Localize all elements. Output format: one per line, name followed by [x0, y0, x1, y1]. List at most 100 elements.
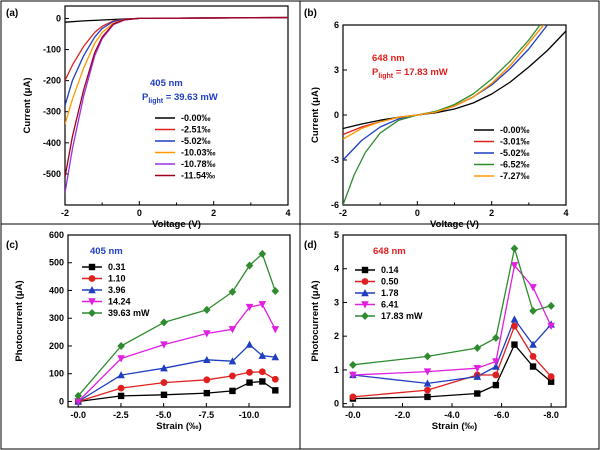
data-point — [529, 340, 537, 348]
x-tick-label: 2 — [211, 208, 216, 218]
data-point — [529, 284, 537, 292]
x-tick-label: -4.0 — [444, 410, 460, 420]
x-axis-title: Strain (‰) — [432, 421, 477, 432]
panel-label: (b) — [304, 8, 317, 19]
legend-label: 14.24 — [108, 297, 131, 307]
data-point — [529, 306, 537, 315]
data-point — [160, 318, 168, 327]
y-tick-label: -200 — [43, 76, 61, 86]
plot-frame — [342, 234, 567, 408]
x-tick-label: 4 — [563, 208, 568, 218]
data-point — [473, 372, 482, 380]
data-point — [492, 362, 500, 370]
legend: -0.00‰ -3.01‰-5.02‰ -6.52‰-7.27‰ — [474, 125, 530, 181]
data-point — [160, 341, 168, 349]
legend-marker — [361, 278, 369, 285]
data-point — [492, 358, 500, 366]
data-point — [245, 303, 254, 312]
data-point — [228, 357, 237, 365]
legend-label: -2.51‰ — [181, 125, 211, 135]
data-point — [258, 351, 267, 359]
y-tick-label: -6 — [331, 200, 339, 210]
x-tick-label: -8.0 — [543, 410, 559, 420]
data-point — [117, 355, 125, 363]
data-point — [203, 355, 211, 364]
y-tick-label: 200 — [49, 341, 64, 351]
series-group — [343, 25, 566, 205]
data-point — [228, 287, 237, 296]
legend-marker — [88, 263, 96, 271]
annotation-wavelength: 405 nm — [90, 246, 123, 257]
annotation-wavelength: 405 nm — [150, 78, 183, 89]
y-tick-label: -400 — [43, 138, 61, 148]
legend: -0.00‰ -2.51‰-5.02‰ -10.03‰-10.78‰ -11.54‰ — [155, 113, 216, 181]
x-tick-label: -2.5 — [113, 410, 129, 420]
data-point — [229, 387, 236, 395]
data-point — [245, 340, 254, 348]
x-tick-label: 0 — [415, 208, 420, 218]
legend-marker — [361, 266, 369, 274]
series-line — [77, 343, 276, 403]
data-point — [117, 384, 125, 392]
data-point — [271, 353, 280, 361]
data-point — [511, 322, 518, 330]
data-point — [547, 378, 555, 385]
legend-label: 39.63 mW — [108, 308, 150, 318]
series-line — [65, 16, 288, 178]
legend-label: -5.02‰ — [500, 148, 530, 158]
y-tick-label: 0 — [334, 399, 339, 409]
series-group — [65, 16, 288, 193]
panel-label: (d) — [304, 240, 317, 251]
annotation-power-value: = 39.63 mW — [163, 92, 218, 103]
data-point — [473, 343, 482, 352]
y-axis-title: Photocurrent (μA) — [14, 280, 25, 361]
data-point — [492, 333, 500, 342]
data-point — [529, 353, 537, 360]
data-point — [547, 301, 555, 310]
y-tick-label: -300 — [43, 107, 61, 117]
legend-label: 17.83 mW — [381, 311, 423, 321]
legend-marker — [88, 275, 96, 282]
data-point — [529, 363, 537, 370]
y-tick-label: 300 — [49, 313, 64, 323]
x-tick-label: -5.0 — [156, 410, 172, 420]
legend-marker — [361, 301, 369, 309]
data-point — [203, 330, 211, 338]
x-tick-label: -0.0 — [345, 410, 361, 420]
y-tick-label: 400 — [49, 285, 64, 295]
y-tick-label: 0 — [56, 13, 61, 23]
plot-frame — [67, 234, 291, 408]
data-point — [160, 391, 168, 398]
series-line — [343, 30, 566, 130]
y-tick-label: -3 — [331, 155, 339, 165]
y-tick-label: 100 — [49, 369, 64, 379]
legend-label: 0.31 — [108, 262, 126, 272]
annotation-power-value: = 17.83 mW — [393, 67, 448, 78]
y-tick-label: 3 — [334, 65, 339, 75]
y-tick-label: 4 — [334, 264, 339, 274]
data-point — [259, 378, 266, 385]
series-line — [77, 303, 276, 402]
x-tick-label: -2 — [339, 208, 347, 218]
y-tick-label: 1 — [334, 365, 339, 375]
x-tick-label: 4 — [285, 208, 290, 218]
data-point — [492, 371, 500, 379]
data-point — [258, 249, 267, 258]
legend-label: 0.50 — [381, 277, 399, 287]
data-point — [424, 393, 431, 401]
panel-label: (c) — [6, 240, 18, 251]
y-tick-label: 2 — [334, 331, 339, 341]
x-axis-title: Voltage (V) — [152, 219, 201, 230]
legend-label: -3.01‰ — [500, 137, 530, 147]
data-point — [547, 322, 555, 331]
annotation-power-subscript: light — [148, 98, 163, 105]
y-tick-label: 6 — [334, 20, 339, 30]
data-point — [423, 352, 432, 361]
y-tick-label: 0 — [334, 110, 339, 120]
y-tick-label: 0 — [59, 396, 64, 406]
panel-c: (c) -0.0 -2.5 -5.0 -7.5 -10.0 0 100 200 300 400 500… — [6, 230, 291, 432]
